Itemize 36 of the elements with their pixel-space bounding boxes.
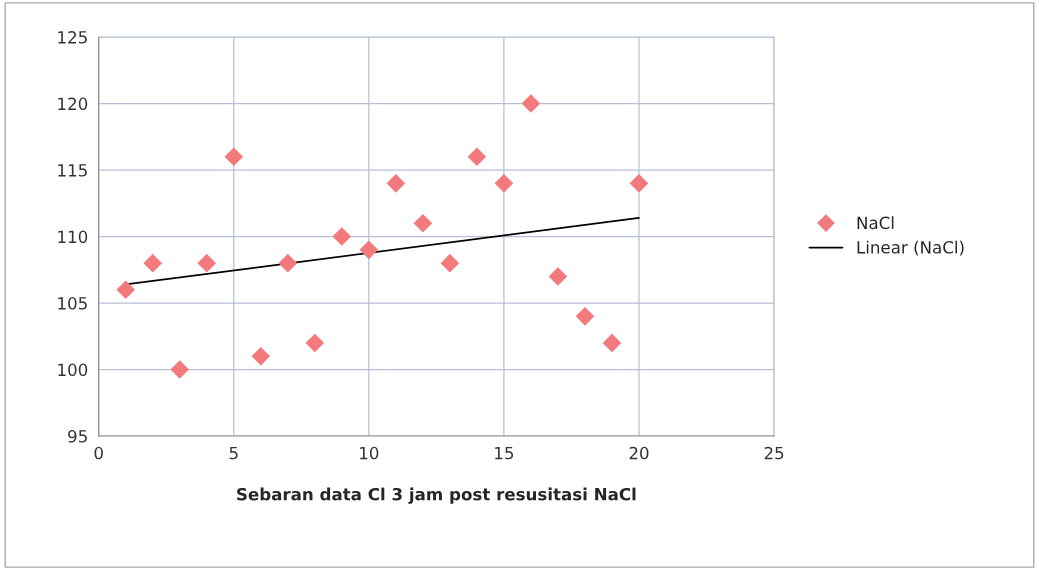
point <box>197 253 217 273</box>
point <box>143 253 163 273</box>
point <box>440 253 460 273</box>
x-tick-label: 0 <box>94 446 103 460</box>
x-tick-label: 15 <box>495 446 514 460</box>
point <box>116 280 136 300</box>
y-tick-label: 115 <box>58 164 87 177</box>
point <box>386 174 406 193</box>
x-tick-label: 10 <box>360 446 379 460</box>
point <box>467 147 487 167</box>
y-tick-label: 120 <box>58 97 88 111</box>
point <box>251 346 271 366</box>
y-tick-label: 95 <box>68 430 87 443</box>
point <box>332 227 352 246</box>
point <box>575 307 595 326</box>
point <box>548 267 568 286</box>
legend-label: NaCl <box>857 216 894 230</box>
x-tick-label: 5 <box>229 446 238 460</box>
point <box>278 253 298 273</box>
point <box>305 333 325 353</box>
x-axis-title: Sebaran data Cl 3 jam post resusitasi NaCl <box>237 487 636 504</box>
x-tick-label: 20 <box>629 446 649 460</box>
point <box>359 240 379 260</box>
y-tick-label: 105 <box>58 297 87 310</box>
y-tick-label: 125 <box>58 31 87 44</box>
point <box>224 147 244 167</box>
point <box>413 213 433 233</box>
x-tick-label: 25 <box>764 446 784 460</box>
point <box>521 94 541 113</box>
y-tick-label: 110 <box>58 230 88 244</box>
point <box>170 360 190 379</box>
point <box>602 333 622 353</box>
point <box>629 174 649 193</box>
legend-label: Linear (NaCl) <box>857 240 964 256</box>
point <box>494 174 514 193</box>
y-tick-label: 100 <box>58 363 88 377</box>
